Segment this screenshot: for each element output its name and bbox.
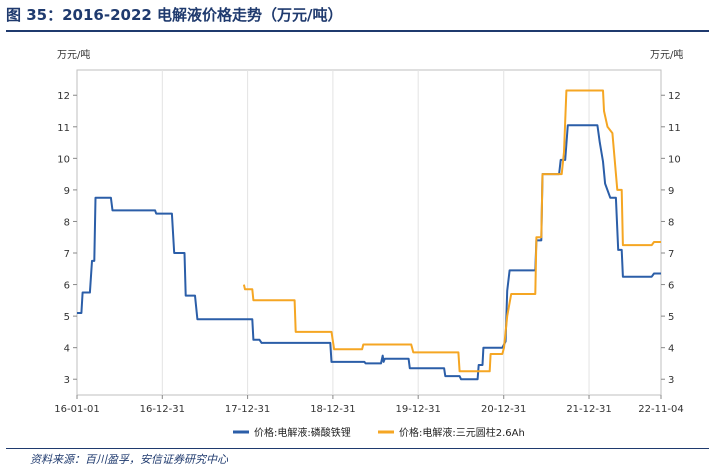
legend-label-2: 价格:电解液:三元圆柱2.6Ah bbox=[399, 426, 525, 439]
y-tick-label-right: 3 bbox=[668, 375, 674, 386]
x-tick-label: 18-12-31 bbox=[310, 404, 355, 415]
y-axis-left-unit: 万元/吨 bbox=[57, 48, 90, 61]
y-tick-label-left: 7 bbox=[64, 249, 70, 260]
x-tick-label: 21-12-31 bbox=[566, 404, 611, 415]
y-tick-label-right: 4 bbox=[668, 344, 674, 355]
gridlines bbox=[161, 70, 590, 395]
y-tick-label-right: 8 bbox=[668, 217, 674, 228]
series-layer bbox=[77, 89, 661, 381]
x-axis: 16-01-01 16-12-31 17-12-31 18-12-31 19-12-31… bbox=[54, 395, 684, 415]
y-tick-label-right: 6 bbox=[668, 281, 674, 292]
y-axis-right: 3 4 5 6 7 8 9 10 11 12 bbox=[661, 91, 681, 386]
y-tick-label-left: 4 bbox=[64, 344, 70, 355]
x-tick-label: 16-12-31 bbox=[140, 404, 185, 415]
y-tick-label-left: 11 bbox=[57, 123, 70, 134]
y-tick-label-right: 12 bbox=[668, 91, 681, 102]
x-tick-label: 20-12-31 bbox=[481, 404, 526, 415]
y-tick-label-left: 9 bbox=[64, 186, 70, 197]
x-tick-label: 17-12-31 bbox=[225, 404, 270, 415]
y-tick-label-left: 5 bbox=[64, 312, 70, 323]
plot-area bbox=[76, 69, 662, 396]
legend-label-1: 价格:电解液:磷酸铁锂 bbox=[254, 426, 351, 439]
source-rule bbox=[6, 448, 709, 449]
figure-source: 资料来源：百川盈孚，安信证券研究中心 bbox=[30, 453, 228, 466]
title-rule bbox=[6, 30, 709, 32]
y-tick-label-right: 10 bbox=[668, 154, 681, 165]
y-tick-label-right: 11 bbox=[668, 123, 681, 134]
y-tick-label-right: 5 bbox=[668, 312, 674, 323]
y-axis-left: 3 4 5 6 7 8 9 10 11 12 bbox=[57, 91, 77, 386]
y-tick-label-right: 7 bbox=[668, 249, 674, 260]
x-tick-label: 16-01-01 bbox=[54, 404, 99, 415]
y-tick-label-left: 12 bbox=[57, 91, 70, 102]
x-tick-label: 19-12-31 bbox=[395, 404, 440, 415]
y-tick-label-right: 9 bbox=[668, 186, 674, 197]
y-tick-label-left: 3 bbox=[64, 375, 70, 386]
legend: 价格:电解液:磷酸铁锂 价格:电解液:三元圆柱2.6Ah bbox=[233, 426, 525, 439]
y-tick-label-left: 8 bbox=[64, 217, 70, 228]
y-axis-right-unit: 万元/吨 bbox=[650, 48, 683, 61]
figure-title: 图 35：2016-2022 电解液价格走势（万元/吨） bbox=[6, 6, 343, 24]
y-tick-label-left: 6 bbox=[64, 281, 70, 292]
series-line-2 bbox=[242, 89, 661, 373]
x-tick-label: 22-11-04 bbox=[638, 404, 683, 415]
series-line-1 bbox=[77, 124, 661, 381]
y-tick-label-left: 10 bbox=[57, 154, 70, 165]
